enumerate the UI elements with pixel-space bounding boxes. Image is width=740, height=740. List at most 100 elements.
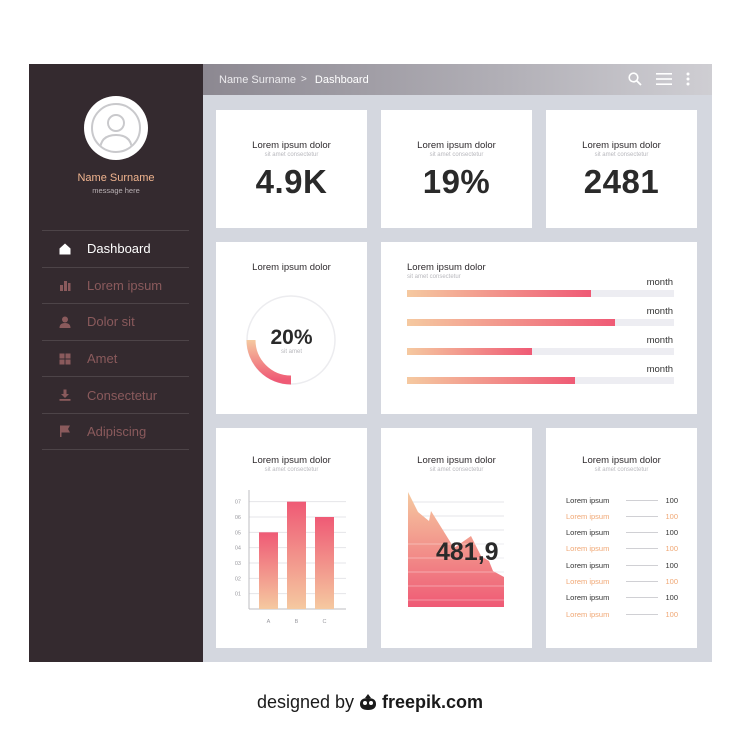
list-item[interactable]: Lorem ipsum 100 <box>566 576 678 588</box>
progress-fill <box>407 319 616 326</box>
list-item-label: Lorem ipsum <box>566 593 610 603</box>
sidebar-item-dashboard[interactable]: Dashboard <box>42 230 189 267</box>
avatar[interactable] <box>84 96 148 160</box>
y-tick-label: 02 <box>235 576 241 582</box>
dashboard-window: Name Surname message here Dashboard Lore… <box>29 64 712 662</box>
list-item[interactable]: Lorem ipsum 100 <box>566 592 678 604</box>
sidebar-item-amet[interactable]: Amet <box>42 339 189 377</box>
list-item[interactable]: Lorem ipsum 100 <box>566 510 678 522</box>
progress-label: month <box>646 277 673 288</box>
stat-value: 19% <box>422 163 491 200</box>
breadcrumb: Name Surname > Dashboard <box>219 74 369 86</box>
donut-subtitle: sit amet <box>280 349 302 355</box>
list-item-label: Lorem ipsum <box>566 544 610 554</box>
list-item-value: 100 <box>665 544 678 554</box>
progress-track <box>407 377 674 384</box>
credit-brand[interactable]: freepik.com <box>382 692 484 712</box>
x-tick-label: C <box>323 619 327 625</box>
card-subtitle: sit amet consectetur <box>264 152 319 158</box>
donut-arc <box>246 339 292 385</box>
y-tick-label: 01 <box>235 592 241 598</box>
sidebar: Name Surname message here Dashboard Lore… <box>29 64 203 662</box>
y-tick-label: 06 <box>235 515 241 521</box>
y-tick-label: 04 <box>235 546 241 552</box>
list-item-divider <box>626 581 658 582</box>
area-value: 481,9 <box>436 538 499 566</box>
progress-track <box>407 290 674 297</box>
list-item-value: 100 <box>665 593 678 603</box>
y-tick-label: 07 <box>235 500 241 506</box>
list-item-value: 100 <box>665 511 678 521</box>
download-icon <box>59 389 71 401</box>
user-name: Name Surname <box>77 172 155 184</box>
progress-fill <box>407 348 533 355</box>
progress-label: month <box>646 306 673 317</box>
progress-label: month <box>646 335 673 346</box>
list-item-label: Lorem ipsum <box>566 511 610 521</box>
area-fill <box>408 492 504 607</box>
sidebar-item-label: Consectetur <box>87 387 158 403</box>
list-item-label: Lorem ipsum <box>566 528 610 538</box>
list-item-divider <box>626 499 658 501</box>
list-item-value: 100 <box>665 528 678 538</box>
list-item[interactable]: Lorem ipsum 100 <box>566 543 678 555</box>
list-item[interactable]: Lorem ipsum 100 <box>566 608 678 620</box>
avatar-ring <box>91 103 141 153</box>
list-item-label: Lorem ipsum <box>566 495 610 505</box>
user-icon <box>59 316 71 328</box>
stat-card-2: Lorem ipsum dolor sit amet consectetur 1… <box>381 110 532 228</box>
menu-icon[interactable] <box>656 72 672 91</box>
bar-chart: 01 02 03 04 05 06 07 A B C <box>235 490 346 625</box>
breadcrumb-separator: > <box>301 74 307 85</box>
stat-value: 4.9K <box>255 163 328 200</box>
progress-track <box>407 319 674 326</box>
sidebar-item-adipiscing[interactable]: Adipiscing <box>42 412 189 450</box>
sidebar-item-lorem-ipsum[interactable]: Lorem ipsum <box>42 266 189 304</box>
breadcrumb-user[interactable]: Name Surname <box>219 73 297 86</box>
card-title: Lorem ipsum dolor <box>407 262 486 273</box>
sidebar-item-label: Dashboard <box>87 241 151 257</box>
freepik-logo-icon <box>357 693 379 712</box>
sidebar-item-label: Amet <box>87 351 118 367</box>
list-item-divider <box>626 597 658 599</box>
list-item-divider <box>626 515 658 517</box>
area-chart <box>408 492 504 607</box>
topbar: Name Surname > Dashboard <box>203 64 712 95</box>
list-item-label: Lorem ipsum <box>566 560 610 570</box>
sidebar-item-label: Dolor sit <box>87 314 135 330</box>
more-vertical-icon[interactable] <box>686 72 690 91</box>
stat-card-3: Lorem ipsum dolor sit amet consectetur 2… <box>546 110 697 228</box>
main-content: Name Surname > Dashboard Lorem ipsum dol… <box>203 64 712 662</box>
sidebar-item-dolor-sit[interactable]: Dolor sit <box>42 303 189 340</box>
list-item[interactable]: Lorem ipsum 100 <box>566 559 678 571</box>
breadcrumb-current: Dashboard <box>314 73 369 86</box>
list-item-value: 100 <box>665 609 678 619</box>
search-icon[interactable] <box>628 72 642 91</box>
donut-chart <box>246 295 336 385</box>
bar-B[interactable] <box>287 501 306 609</box>
sidebar-item-consectetur[interactable]: Consectetur <box>42 376 189 413</box>
x-tick-label: A <box>267 619 271 625</box>
list-item[interactable]: Lorem ipsum 100 <box>566 494 678 506</box>
area-overlay-lines <box>408 543 504 601</box>
list-item-divider <box>626 564 658 566</box>
user-message: message here <box>92 186 140 195</box>
list-item[interactable]: Lorem ipsum 100 <box>566 527 678 539</box>
bar-C[interactable] <box>315 517 334 609</box>
card-subtitle: sit amet consectetur <box>429 152 484 158</box>
user-avatar-icon <box>99 114 133 151</box>
card-subtitle: sit amet consectetur <box>407 274 461 280</box>
home-icon <box>59 243 71 255</box>
list-card: Lorem ipsum dolor sit amet consectetur L… <box>546 428 697 648</box>
list-item-value: 100 <box>665 560 678 570</box>
sidebar-nav: Dashboard Lorem ipsum Dolor sit Amet <box>42 230 189 450</box>
bar-A[interactable] <box>259 532 278 609</box>
sidebar-item-label: Lorem ipsum <box>87 277 163 293</box>
sidebar-item-label: Adipiscing <box>87 423 147 439</box>
y-tick-label: 05 <box>235 530 241 536</box>
grid-icon <box>59 353 71 365</box>
flag-icon <box>59 425 71 438</box>
list-item-label: Lorem ipsum <box>566 577 610 586</box>
donut-card: Lorem ipsum dolor 20% sit amet <box>216 242 367 414</box>
credit-line: designed by freepik.com <box>0 692 740 713</box>
